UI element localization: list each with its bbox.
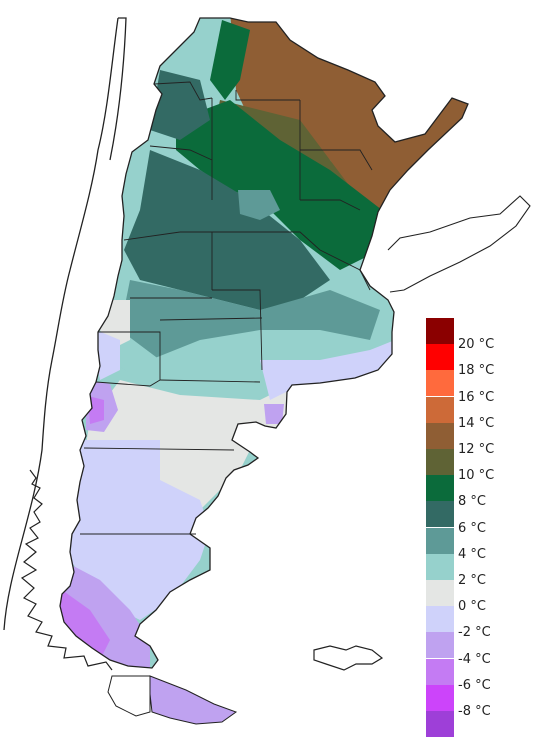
zone-minus2-westcoast bbox=[96, 330, 120, 380]
legend-label: 12 °C bbox=[458, 442, 495, 457]
legend-swatch bbox=[426, 606, 454, 633]
argentina-outline bbox=[59, 17, 469, 669]
legend-label: -2 °C bbox=[458, 625, 491, 641]
legend-label: 2 °C bbox=[458, 573, 486, 588]
province-boundaries bbox=[80, 81, 373, 535]
zone-green-8 bbox=[176, 100, 382, 270]
legend-swatch bbox=[426, 580, 454, 606]
zone-green-north bbox=[210, 20, 250, 100]
legend-swatch bbox=[426, 711, 454, 737]
malvinas-islands bbox=[313, 645, 384, 671]
chile-fjords bbox=[20, 469, 113, 671]
legend-swatch bbox=[426, 475, 454, 502]
chile-coastline bbox=[3, 17, 127, 631]
zone-dark-teal-6 bbox=[124, 150, 330, 310]
legend-label: 14 °C bbox=[458, 415, 495, 431]
legend-swatch bbox=[426, 396, 454, 423]
legend-swatch bbox=[426, 632, 454, 659]
legend-label: -4 °C bbox=[458, 651, 491, 667]
tierra-del-fuego bbox=[149, 675, 238, 725]
zone-minus6-south bbox=[60, 590, 110, 660]
legend-swatch bbox=[426, 684, 454, 711]
legend-label: 16 °C bbox=[458, 389, 495, 405]
legend-swatch bbox=[426, 553, 454, 580]
legend-label: 20 °C bbox=[458, 337, 495, 353]
legend-swatch bbox=[426, 658, 454, 685]
temperature-legend: 20 °C 18 °C 16 °C 14 °C 12 °C 10 °C 8 °C 6 °C 4 … bbox=[426, 318, 538, 738]
legend-label: 18 °C bbox=[458, 363, 495, 379]
legend-label: -6 °C bbox=[458, 677, 491, 693]
tierra-del-fuego-chile bbox=[107, 675, 151, 717]
zone-light-teal-blob bbox=[238, 190, 280, 220]
legend-label: 0 °C bbox=[458, 599, 486, 615]
legend-swatch bbox=[426, 501, 454, 528]
legend-swatch bbox=[426, 344, 454, 371]
legend-label: 10 °C bbox=[458, 468, 495, 484]
legend-swatch bbox=[426, 318, 454, 344]
zone-minus2-center bbox=[70, 440, 210, 620]
zone-dark-teal-west bbox=[150, 70, 210, 140]
legend-swatch bbox=[426, 370, 454, 397]
legend-label: 8 °C bbox=[458, 494, 486, 510]
zone-minus4-east bbox=[264, 404, 284, 424]
legend-label: 6 °C bbox=[458, 520, 486, 536]
legend-swatch bbox=[426, 449, 454, 475]
zone-teal-4 bbox=[120, 280, 380, 360]
zone-minus6-west bbox=[88, 396, 104, 424]
legend-swatch bbox=[426, 422, 454, 449]
legend-swatch bbox=[426, 527, 454, 554]
legend-label: 4 °C bbox=[458, 546, 486, 562]
legend-label: -8 °C bbox=[458, 704, 491, 719]
uruguay-outline bbox=[387, 195, 531, 293]
